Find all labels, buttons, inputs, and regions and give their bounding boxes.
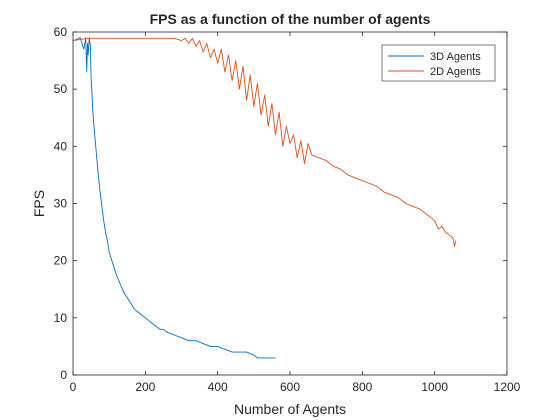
y-tick-label: 20 — [54, 254, 68, 268]
legend[interactable]: 3D Agents 2D Agents — [381, 44, 496, 82]
y-tick-label: 40 — [54, 139, 68, 153]
y-tick-label: 30 — [54, 197, 68, 211]
series-line-3d-agents — [73, 37, 276, 359]
plot-area: 0 200 400 600 800 1000 1200 0 10 20 30 40 50 60 — [54, 25, 521, 394]
y-tick-label: 60 — [54, 25, 68, 39]
y-tick-label: 10 — [54, 311, 68, 325]
y-tick-label: 0 — [60, 368, 67, 382]
legend-box — [381, 44, 496, 82]
x-tick-label: 200 — [135, 380, 155, 394]
series-lines — [73, 37, 457, 359]
y-axis-label: FPS — [31, 190, 47, 217]
legend-label-3d-agents: 3D Agents — [430, 51, 481, 63]
y-axis-ticks: 0 10 20 30 40 50 60 — [54, 25, 507, 382]
x-axis-label: Number of Agents — [234, 401, 346, 417]
axes-background — [73, 32, 507, 375]
x-tick-label: 800 — [352, 380, 372, 394]
chart-title: FPS as a function of the number of agent… — [150, 11, 431, 27]
x-tick-label: 1000 — [421, 380, 448, 394]
x-tick-label: 0 — [70, 380, 77, 394]
x-tick-label: 1200 — [494, 380, 521, 394]
x-tick-label: 600 — [280, 380, 300, 394]
series-line-2d-agents — [73, 37, 457, 247]
y-tick-label: 50 — [54, 82, 68, 96]
x-axis-ticks: 0 200 400 600 800 1000 1200 — [70, 32, 521, 394]
legend-label-2d-agents: 2D Agents — [430, 66, 481, 78]
x-tick-label: 400 — [208, 380, 228, 394]
